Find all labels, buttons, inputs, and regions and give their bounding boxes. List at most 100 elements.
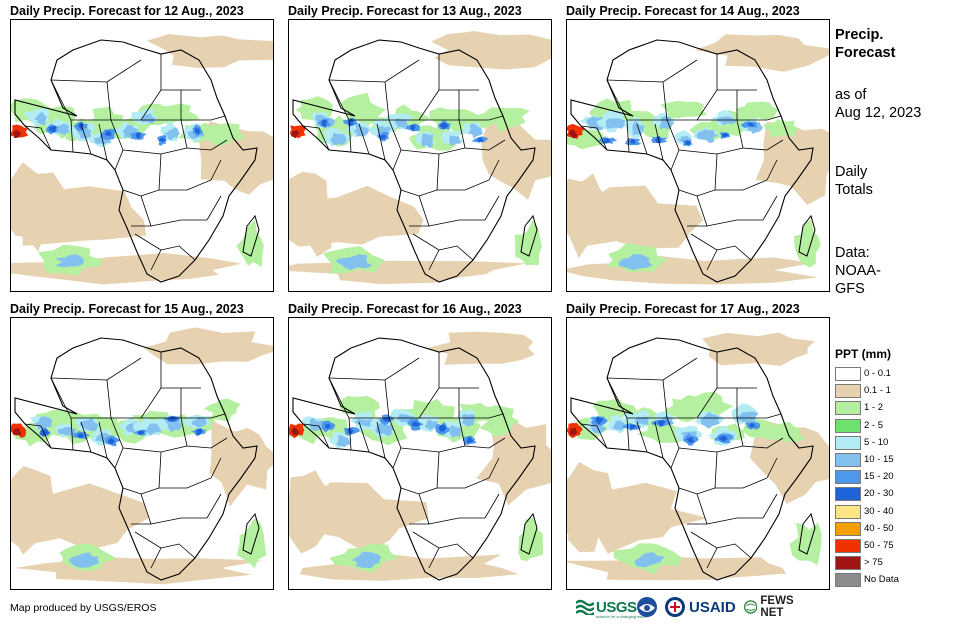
precip-blob [196,428,203,436]
precip-map [10,19,274,292]
country-border [180,119,228,151]
country-border [437,159,500,191]
precip-blob [54,123,71,136]
precip-blob [735,101,779,120]
precip-blob [684,140,691,146]
country-border [484,195,500,221]
country-border [160,352,201,389]
africa-coastline [292,39,536,283]
precip-blob [48,125,57,133]
country-border [134,531,162,569]
precip-blob [636,422,690,443]
country-border [736,119,784,151]
precip-blob [568,129,578,139]
country-border [50,59,142,83]
precip-blob [763,421,807,443]
precip-blob [410,124,416,132]
country-border [636,123,648,155]
country-border [348,417,352,451]
madagascar-outline [520,214,538,257]
legend-swatch [835,418,861,433]
country-border [690,531,718,569]
country-border [400,147,466,155]
country-border [662,379,718,419]
asof-line-2: Aug 12, 2023 [835,105,922,121]
data-line-3: GFS [835,281,865,297]
madagascar-outline [520,512,538,555]
country-border [384,379,440,419]
data-line-1: Data: [835,245,870,261]
legend-swatch [835,384,861,399]
precip-blob [76,432,84,439]
precip-blob [755,122,829,205]
legend-swatch [835,453,861,467]
legend-label: 0 - 0.1 [864,368,891,379]
fewsnet-logo: FEWS NET [744,595,800,619]
country-border [428,517,485,525]
precip-blob [194,127,200,135]
precip-blob [677,135,693,145]
panel-title: Daily Precip. Forecast for 14 Aug., 2023 [566,4,800,18]
map-credit: Map produced by USGS/EROS [10,602,157,614]
panel-title: Daily Precip. Forecast for 16 Aug., 2023 [288,302,522,316]
precip-blob [721,132,729,138]
precip-blob [335,254,373,271]
precip-blob [449,425,461,438]
panel-title: Daily Precip. Forecast for 15 Aug., 2023 [10,302,244,316]
country-border [106,81,162,121]
country-border [348,119,352,153]
country-border [122,451,162,495]
precip-blob [104,130,112,137]
precip-blob [33,416,53,430]
country-border [412,233,440,271]
precip-blob [634,552,665,568]
precip-blob [289,260,527,285]
precip-blob [431,31,551,70]
precip-blob [461,413,475,427]
africa-coastline [292,337,536,581]
country-border [484,493,500,519]
country-border [678,147,744,155]
precip-blob [747,122,754,127]
precip-blob [634,416,649,425]
precip-blob [163,127,180,141]
country-border [134,233,162,271]
precip-blob [590,422,607,434]
country-border [358,123,370,155]
noaa-logo [636,596,658,618]
country-border [580,125,608,151]
precip-blob [700,412,720,429]
precip-blob [567,256,818,285]
heading-line-2: Forecast [835,45,896,61]
precip-blob [695,34,829,72]
precip-blob [236,220,264,268]
country-border [70,417,74,451]
precip-blob [335,435,351,448]
precip-blob [485,107,530,133]
legend-swatch [835,556,861,571]
country-border [662,81,718,121]
precip-blob [660,100,707,119]
country-border [580,423,608,449]
precip-blob [763,119,799,138]
precip-blob [55,254,84,268]
precip-blob [289,171,334,257]
fewsnet-globe-icon [744,600,758,614]
country-border [358,421,370,453]
precip-blob [425,419,439,431]
legend-swatch [835,470,861,485]
country-border [98,421,108,459]
country-border [636,421,648,453]
legend-swatch [835,435,861,450]
panel-title: Daily Precip. Forecast for 13 Aug., 2023 [288,4,522,18]
country-border [24,125,52,151]
precip-blob [289,470,338,554]
country-border [690,233,718,271]
country-border [150,219,207,227]
country-border [716,54,757,91]
precip-blob [749,421,829,504]
precip-blob [13,427,22,436]
precip-blob [11,466,63,555]
precip-blob [603,137,611,144]
country-border [24,423,52,449]
